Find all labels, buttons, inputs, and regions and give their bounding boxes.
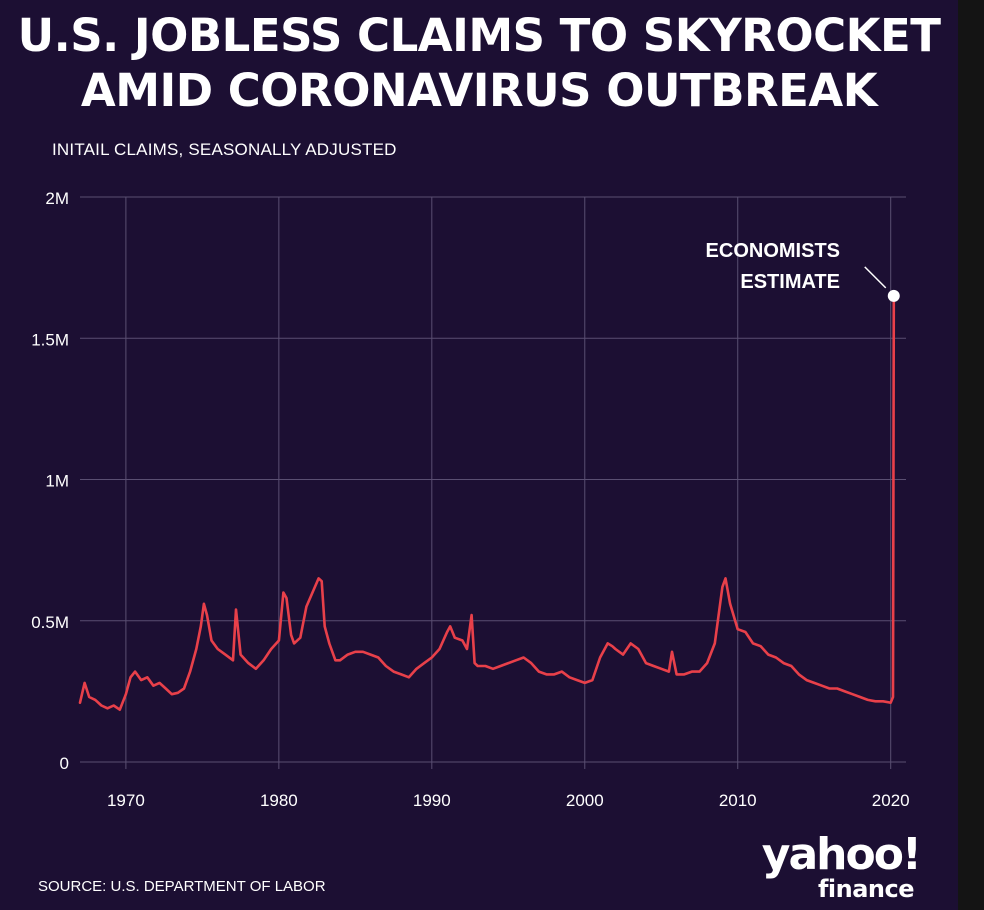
- chart-title-line-1: U.S. JOBLESS CLAIMS TO SKYROCKET: [17, 9, 941, 62]
- x-tick-label: 1980: [260, 791, 298, 810]
- y-tick-label: 1M: [45, 472, 69, 491]
- right-edge-strip: [958, 0, 984, 910]
- y-tick-label: 0: [60, 754, 69, 773]
- annotation-label-line-2: ESTIMATE: [740, 271, 840, 293]
- x-tick-label: 2010: [719, 791, 757, 810]
- yahoo-finance-logo: yahoo! finance: [748, 829, 928, 903]
- y-tick-label: 1.5M: [31, 330, 69, 349]
- chart-title-line-2: AMID CORONAVIRUS OUTBREAK: [80, 64, 878, 117]
- x-tick-label: 2000: [566, 791, 604, 810]
- x-tick-label: 1970: [107, 791, 145, 810]
- logo-finance-text: finance: [817, 875, 915, 903]
- series-group: [78, 294, 896, 711]
- y-tick-label: 0.5M: [31, 613, 69, 632]
- annotation-leader-line: [864, 266, 887, 289]
- source-note: SOURCE: U.S. DEPARTMENT OF LABOR: [38, 878, 326, 895]
- x-axis-ticks: 1970 1980 1990 2000 2010 2020: [107, 791, 910, 810]
- claims-series-line: [78, 294, 896, 711]
- logo-yahoo-text: yahoo!: [761, 829, 922, 880]
- annotation-group: ECONOMISTS ESTIMATE: [706, 240, 900, 302]
- annotation-point: [887, 289, 900, 302]
- x-tick-label: 1990: [413, 791, 451, 810]
- x-tick-label: 2020: [872, 791, 910, 810]
- y-tick-label: 2M: [45, 189, 69, 208]
- annotation-label-line-1: ECONOMISTS: [706, 240, 840, 262]
- chart-subtitle: INITAIL CLAIMS, SEASONALLY ADJUSTED: [52, 140, 397, 159]
- y-axis-ticks: 0 0.5M 1M 1.5M 2M: [31, 189, 69, 773]
- jobless-claims-chart: 0 0.5M 1M 1.5M 2M 1970 1980 1990 2000 2010 2020 E…: [31, 189, 910, 810]
- chart-title: U.S. JOBLESS CLAIMS TO SKYROCKET AMID CO…: [0, 8, 958, 118]
